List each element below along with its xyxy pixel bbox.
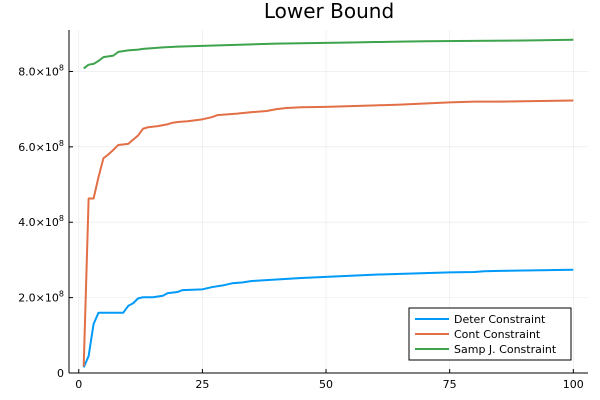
chart-title: Lower Bound — [264, 0, 394, 23]
x-tick-label: 100 — [563, 378, 584, 391]
series-line — [83, 38, 574, 70]
tick-labels: 0 25 50 75 100 0 2.0×108 4.0×108 6.0×108 8.0×108 — [18, 63, 584, 391]
x-tick-label: 25 — [195, 378, 209, 391]
legend-label: Samp J. Constraint — [454, 343, 557, 356]
y-tick-label: 8.0×108 — [18, 63, 64, 78]
axes — [68, 30, 588, 374]
legend: Deter Constraint Cont Constraint Samp J. C… — [408, 307, 572, 361]
series — [82, 38, 574, 368]
x-tick-label: 75 — [443, 378, 457, 391]
series-line — [82, 268, 574, 368]
x-tick-label: 0 — [75, 378, 82, 391]
y-tick-label: 0 — [57, 367, 64, 380]
x-tick-label: 50 — [319, 378, 333, 391]
y-tick-label: 2.0×108 — [18, 290, 64, 305]
y-tick-label: 6.0×108 — [18, 139, 64, 154]
series-line — [82, 99, 574, 367]
y-tick-label: 4.0×108 — [18, 214, 64, 229]
legend-label: Deter Constraint — [454, 313, 546, 326]
legend-label: Cont Constraint — [454, 328, 541, 341]
